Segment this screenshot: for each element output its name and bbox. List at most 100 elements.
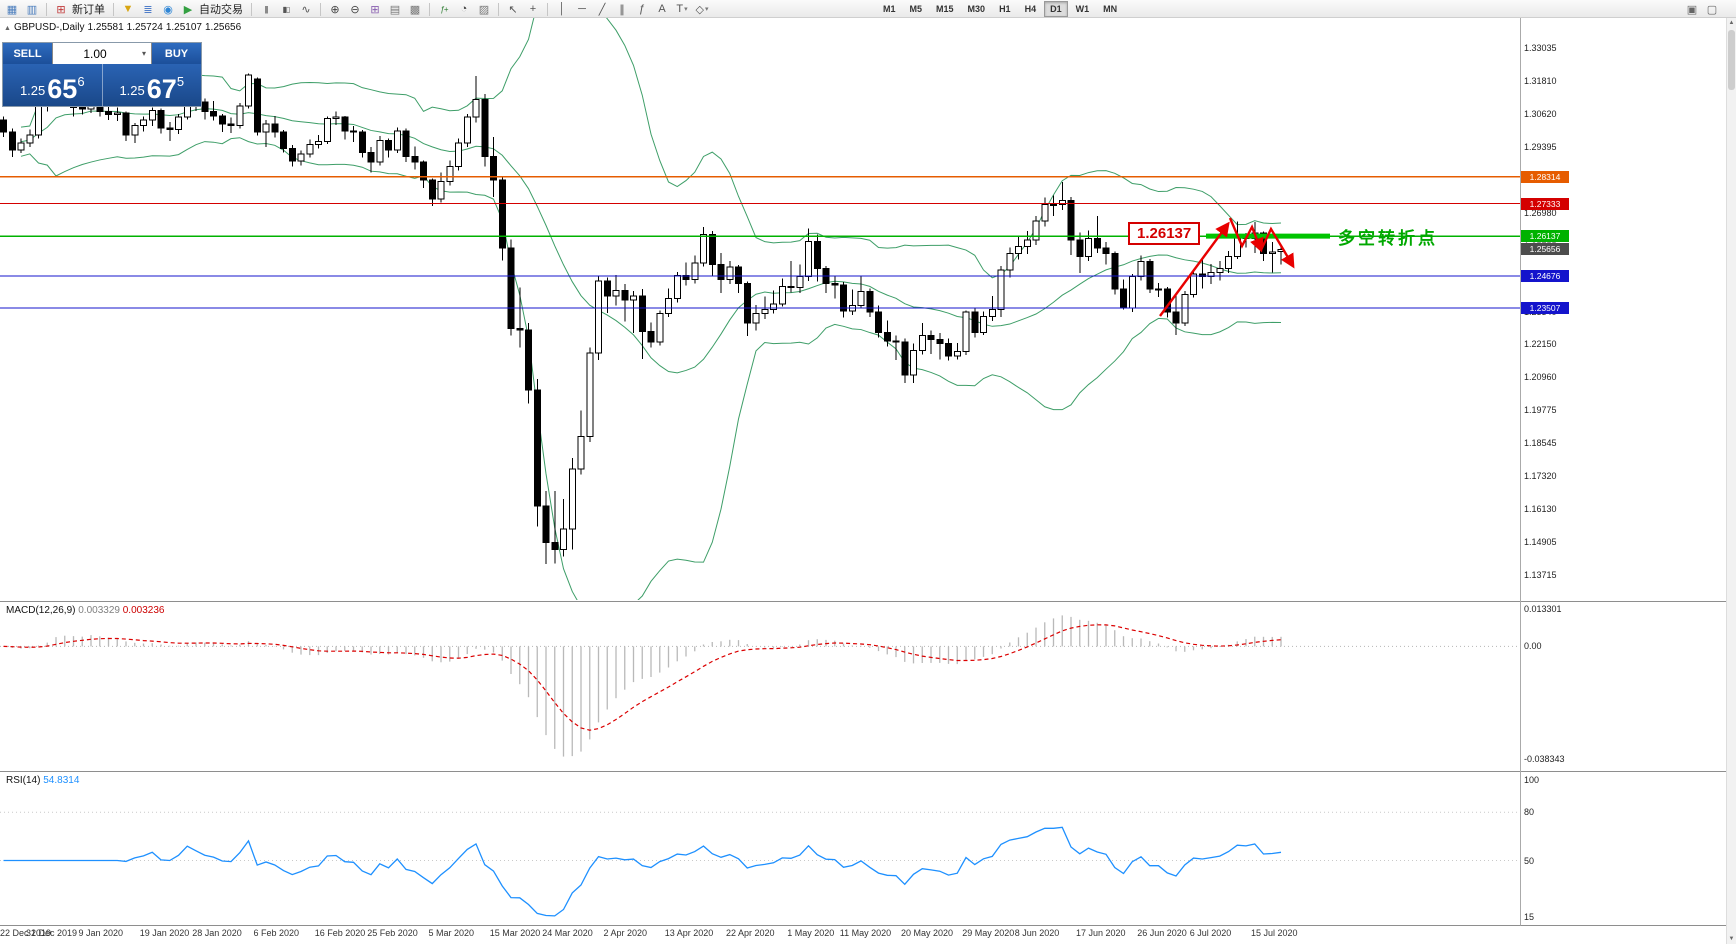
autotrading-button[interactable]: ▶ xyxy=(183,3,193,16)
red-arrow-2[interactable] xyxy=(1228,217,1264,253)
volume-dropdown-icon[interactable]: ▾ xyxy=(141,49,146,58)
volume-input[interactable] xyxy=(53,46,137,61)
toolbar-separator xyxy=(320,2,321,16)
zoom-out-icon[interactable]: ⊖ xyxy=(350,3,360,16)
symbol-period-label: GBPUSD-,Daily xyxy=(13,22,85,33)
date-axis-label: 22 Dec 2019 xyxy=(0,928,52,938)
price-axis-label: 1.20960 xyxy=(1524,372,1557,383)
date-axis-label: 26 Jun 2020 xyxy=(1137,928,1187,938)
toolbar-right-group: ▣ ▢ xyxy=(1682,1,1722,17)
text-label-icon[interactable]: A xyxy=(658,3,666,15)
arrows-list-icon[interactable]: T ▾ xyxy=(676,3,688,15)
macd-histogram xyxy=(11,615,1282,757)
funnel-icon[interactable]: ▼ xyxy=(122,3,134,15)
timeframe-h4[interactable]: H4 xyxy=(1024,4,1037,14)
macd-axis-label: 0.00 xyxy=(1524,641,1542,652)
vertical-line-icon[interactable]: │ xyxy=(558,3,566,15)
ohlc-open: 1.25581 xyxy=(87,22,124,33)
cursor-icon[interactable]: ↖ xyxy=(508,3,518,16)
ohlc-low: 1.25107 xyxy=(165,22,202,33)
toolbar-separator xyxy=(46,2,47,16)
workspace-icon-2[interactable]: ▢ xyxy=(1706,3,1718,16)
date-axis-label: 2 Apr 2020 xyxy=(603,928,648,938)
new-order-button[interactable]: ⊞ xyxy=(56,3,66,16)
rsi-line xyxy=(3,826,1282,917)
collapse-icon[interactable]: ▲ xyxy=(4,25,11,32)
scroll-down-icon[interactable]: ▼ xyxy=(1728,936,1735,942)
sell-price[interactable]: 1.25 65 6 xyxy=(19,74,85,104)
toolbar-separator xyxy=(113,2,114,16)
fibonacci-icon[interactable]: ƒ xyxy=(638,3,646,15)
indicators-icon[interactable]: ƒ+ xyxy=(440,4,448,14)
turning-point-note[interactable]: 多空转折点 xyxy=(1338,229,1438,249)
ohlc-high: 1.25724 xyxy=(126,22,163,33)
shapes-icon[interactable]: ◇ ▾ xyxy=(695,3,709,16)
scroll-up-icon[interactable]: ▲ xyxy=(1728,20,1735,26)
buy-button[interactable]: BUY xyxy=(152,43,201,64)
new-chart-icon[interactable]: ▦ xyxy=(6,3,18,16)
auto-arrange-icon[interactable]: ▤ xyxy=(389,3,401,16)
line-mode-icon[interactable]: ∿ xyxy=(301,3,311,16)
price-tag-1.23507: 1.23507 xyxy=(1521,301,1569,314)
candlestick-mode-icon[interactable]: ▮▯ xyxy=(282,4,291,14)
templates-icon[interactable]: ▨ xyxy=(478,3,490,16)
current-price-tag: 1.25656 xyxy=(1521,243,1569,256)
timeframe-m30[interactable]: M30 xyxy=(967,4,986,14)
volume-field[interactable]: ▾ xyxy=(52,43,152,64)
date-axis-label: 29 May 2020 xyxy=(962,928,1015,938)
horizontal-line-icon[interactable]: ─ xyxy=(578,3,586,15)
ohlc-close: 1.25656 xyxy=(204,22,242,33)
chart-profiles-icon[interactable]: ▥ xyxy=(26,3,38,16)
timeframe-d1[interactable]: D1 xyxy=(1044,1,1068,17)
bar-chart-mode-icon[interactable]: ||| xyxy=(264,4,268,14)
price-level-label-box[interactable]: 1.26137 xyxy=(1128,222,1201,246)
price-tag-1.24676: 1.24676 xyxy=(1521,270,1569,282)
tile-windows-icon[interactable]: ⊞ xyxy=(370,3,380,16)
rsi-axis-label: 80 xyxy=(1524,807,1535,818)
new-order-button-label[interactable]: 新订单 xyxy=(72,4,105,16)
depth-of-market-icon[interactable]: ≣ xyxy=(143,3,153,16)
zoom-in-icon[interactable]: ⊕ xyxy=(330,3,340,16)
macd-signal-line xyxy=(3,624,1282,731)
timeframe-m5[interactable]: M5 xyxy=(909,4,923,14)
toolbar-separator xyxy=(251,2,252,16)
sell-button[interactable]: SELL xyxy=(3,43,52,64)
price-axis-label: 1.22150 xyxy=(1524,339,1557,350)
autotrading-button-label[interactable]: 自动交易 xyxy=(199,4,243,16)
date-axis-label: 25 Feb 2020 xyxy=(367,928,418,938)
community-icon[interactable]: ◉ xyxy=(163,3,173,16)
timeframe-m1[interactable]: M1 xyxy=(883,4,896,14)
timeframe-mn[interactable]: MN xyxy=(1103,4,1118,14)
rsi-value: 54.8314 xyxy=(43,775,80,786)
timeframe-w1[interactable]: W1 xyxy=(1075,4,1090,14)
price-axis-label: 1.33035 xyxy=(1524,43,1557,53)
scrollbar-thumb[interactable] xyxy=(1728,30,1735,90)
price-tag-1.27333: 1.27333 xyxy=(1521,197,1569,210)
workspace-icon-1[interactable]: ▣ xyxy=(1686,3,1698,16)
timeframe-h1[interactable]: H1 xyxy=(999,4,1011,14)
trendline-icon[interactable]: ╱ xyxy=(598,3,606,16)
chart-title: ▲ GBPUSD-,Daily 1.25581 1.25724 1.25107 1.256… xyxy=(4,22,244,33)
date-axis-label: 16 Feb 2020 xyxy=(314,928,366,938)
date-axis-label: 19 Jan 2020 xyxy=(139,928,190,938)
date-axis-label: 9 Jan 2020 xyxy=(78,928,124,938)
vertical-scrollbar[interactable]: ▲ ▼ xyxy=(1726,18,1736,944)
red-arrow-1[interactable] xyxy=(1159,221,1230,317)
time-periods-icon[interactable]: ◔ xyxy=(460,3,468,15)
price-axis-label: 1.14905 xyxy=(1524,537,1557,548)
macd-axis-label: 0.013301 xyxy=(1524,604,1562,614)
date-axis-label: 28 Jan 2020 xyxy=(192,928,242,938)
crosshair-icon[interactable]: + xyxy=(529,3,537,15)
price-axis-label: 1.17320 xyxy=(1524,471,1557,482)
snap-grid-icon[interactable]: ▩ xyxy=(409,3,421,16)
date-axis-label: 8 Jun 2020 xyxy=(1014,928,1060,938)
rsi-axis-label: 50 xyxy=(1524,855,1535,866)
red-arrow-3[interactable] xyxy=(1259,226,1295,269)
buy-price[interactable]: 1.25 67 5 xyxy=(101,64,202,106)
toolbar-separator xyxy=(547,2,548,16)
timeframe-m15[interactable]: M15 xyxy=(936,4,954,14)
equidistant-channel-icon[interactable]: ∥ xyxy=(619,3,625,16)
